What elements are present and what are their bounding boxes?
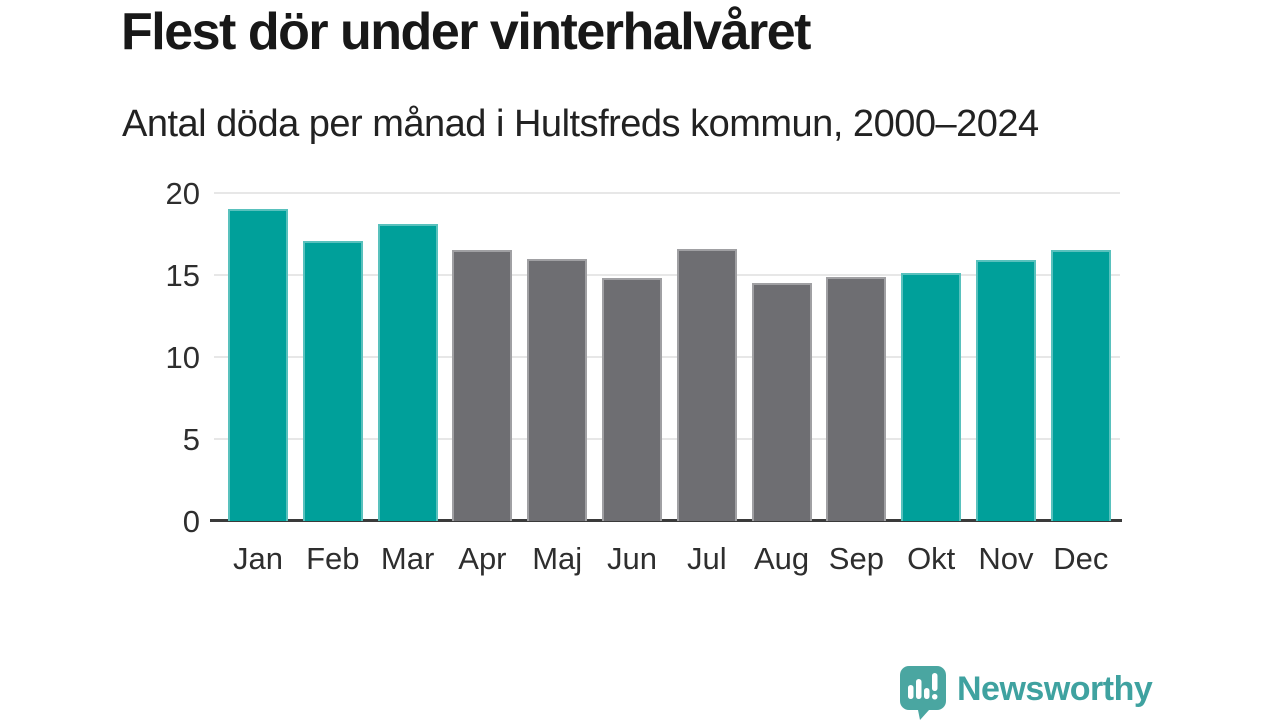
x-tick-label-nov: Nov: [978, 541, 1034, 576]
bar-jun: [602, 278, 662, 521]
bar-jan: [228, 209, 288, 521]
y-tick-label-15: 15: [165, 257, 200, 293]
gridline-y-5: [214, 438, 1120, 440]
logo-wordmark: Newsworthy: [957, 670, 1153, 708]
bar-jul: [676, 248, 737, 521]
x-tick-label-dec: Dec: [1053, 541, 1109, 576]
y-tick-label-5: 5: [182, 421, 200, 457]
bar-mar: [377, 224, 438, 521]
bar-chart-speech-bubble-icon: [899, 665, 947, 720]
bar-sep: [826, 276, 887, 521]
bar-maj: [527, 258, 588, 521]
bar-feb: [302, 240, 363, 521]
x-axis-line: [210, 519, 1122, 522]
gridline-y-20: [214, 192, 1120, 194]
gridline-y-15: [214, 274, 1120, 276]
chart-subtitle: Antal döda per månad i Hultsfreds kommun…: [122, 103, 1039, 145]
y-tick-label-10: 10: [165, 339, 200, 375]
bar-apr: [452, 250, 513, 521]
x-tick-label-sep: Sep: [828, 541, 884, 576]
x-tick-label-jul: Jul: [686, 541, 727, 576]
x-tick-label-aug: Aug: [754, 541, 810, 576]
bar-okt: [901, 273, 962, 521]
x-tick-label-mar: Mar: [380, 541, 435, 576]
x-tick-label-apr: Apr: [458, 541, 507, 576]
newsworthy-logo: Newsworthy: [899, 665, 1153, 720]
x-tick-label-maj: Maj: [532, 541, 583, 576]
x-tick-label-jun: Jun: [607, 541, 657, 576]
bar-dec: [1050, 250, 1111, 521]
bar-nov: [976, 260, 1036, 521]
gridline-y-10: [214, 356, 1120, 358]
chart-title: Flest dör under vinterhalvåret: [121, 3, 811, 61]
x-tick-label-jan: Jan: [233, 541, 283, 576]
x-tick-label-okt: Okt: [907, 541, 956, 576]
y-tick-label-0: 0: [182, 503, 200, 539]
x-tick-label-feb: Feb: [306, 541, 360, 576]
bar-aug: [751, 283, 812, 521]
y-tick-label-20: 20: [165, 175, 200, 211]
plot-area: 0 5 10 15 20 Jan Feb Mar Apr Maj Jun Jul Aug Sep Okt No…: [166, 178, 1122, 576]
